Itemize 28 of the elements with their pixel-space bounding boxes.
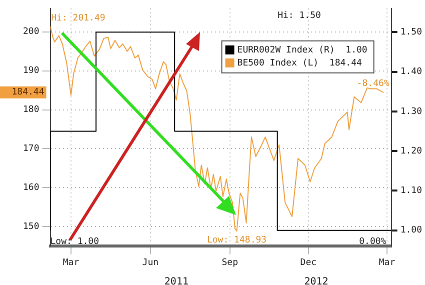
y2-tick-label: 1.30 [400,106,422,117]
y-tick-label: 160 [22,183,40,194]
x-tick-label: Jun [142,258,159,268]
annotation: -8.46% [356,78,390,89]
y-tick-label: 180 [22,105,40,116]
annotation: 0.00% [359,236,387,247]
legend-label: BE500 Index (L) 184.44 [237,58,362,69]
y-tick-label: 200 [22,27,40,38]
y2-tick-label: 1.40 [400,67,422,78]
y2-tick-label: 1.50 [400,28,422,38]
y-tick-label: 190 [22,66,40,76]
text: 184.44 [12,88,44,98]
text: 2011 [164,276,188,285]
x-tick-label: Sep [222,258,238,268]
y-tick-label: 170 [22,144,40,154]
annotation: Low: 148.93 [206,235,267,246]
y-tick-label: 150 [22,222,40,232]
x-tick-label: Dec [300,258,317,268]
x-tick-label: Mar [62,258,80,268]
y2-tick-label: 1.00 [400,226,422,236]
annotation: Hi: 201.49 [51,13,106,24]
legend-label: EURR002W Index (R) 1.00 [237,46,368,56]
text: 2012 [304,276,328,285]
y2-tick-label: 1.20 [400,146,422,156]
x-tick-label: Mar [378,258,396,268]
annotation: Hi: 1.50 [278,10,321,21]
annotation: Low: 1.00 [50,236,100,247]
y2-tick-label: 1.10 [400,186,422,196]
